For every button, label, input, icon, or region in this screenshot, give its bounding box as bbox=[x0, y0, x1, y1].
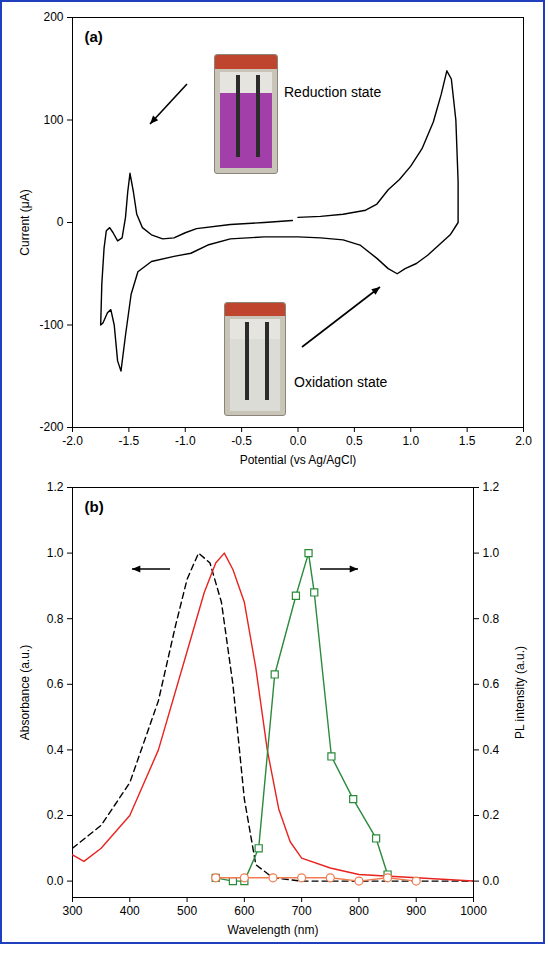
svg-text:400: 400 bbox=[120, 904, 140, 918]
svg-text:Potential (vs Ag/AgCl): Potential (vs Ag/AgCl) bbox=[240, 453, 357, 467]
svg-text:(a): (a) bbox=[85, 28, 103, 45]
svg-text:100: 100 bbox=[43, 113, 63, 127]
svg-text:0.6: 0.6 bbox=[483, 677, 500, 691]
svg-text:PL intensity (a.u.): PL intensity (a.u.) bbox=[513, 646, 527, 739]
svg-text:0.2: 0.2 bbox=[47, 808, 64, 822]
svg-text:0.4: 0.4 bbox=[47, 743, 64, 757]
svg-text:Wavelength (nm): Wavelength (nm) bbox=[228, 923, 319, 937]
svg-text:0.4: 0.4 bbox=[483, 743, 500, 757]
svg-text:Current (μA): Current (μA) bbox=[18, 189, 32, 255]
svg-text:Absorbance (a.u.): Absorbance (a.u.) bbox=[18, 645, 32, 740]
svg-text:-100: -100 bbox=[39, 318, 63, 332]
svg-text:900: 900 bbox=[406, 904, 426, 918]
svg-text:1000: 1000 bbox=[460, 904, 487, 918]
svg-text:0.2: 0.2 bbox=[483, 808, 500, 822]
svg-text:600: 600 bbox=[234, 904, 254, 918]
html-text:Oxidation state: Oxidation state bbox=[294, 374, 388, 390]
svg-text:0.5: 0.5 bbox=[346, 434, 363, 448]
svg-text:-200: -200 bbox=[39, 420, 63, 434]
svg-text:1.0: 1.0 bbox=[402, 434, 419, 448]
svg-text:300: 300 bbox=[62, 904, 82, 918]
svg-text:-2.0: -2.0 bbox=[62, 434, 83, 448]
svg-text:0.8: 0.8 bbox=[47, 612, 64, 626]
svg-text:1.5: 1.5 bbox=[459, 434, 476, 448]
svg-text:-0.5: -0.5 bbox=[231, 434, 252, 448]
svg-text:0.8: 0.8 bbox=[483, 612, 500, 626]
svg-text:0.6: 0.6 bbox=[47, 677, 64, 691]
svg-text:700: 700 bbox=[292, 904, 312, 918]
svg-text:1.2: 1.2 bbox=[47, 480, 64, 494]
svg-text:0.0: 0.0 bbox=[290, 434, 307, 448]
svg-text:1.0: 1.0 bbox=[47, 546, 64, 560]
svg-text:1.0: 1.0 bbox=[483, 546, 500, 560]
svg-text:500: 500 bbox=[177, 904, 197, 918]
svg-text:-1.5: -1.5 bbox=[119, 434, 140, 448]
html-text:Reduction state: Reduction state bbox=[284, 84, 382, 100]
svg-text:0.0: 0.0 bbox=[483, 874, 500, 888]
svg-text:200: 200 bbox=[43, 10, 63, 24]
svg-text:800: 800 bbox=[349, 904, 369, 918]
svg-text:0: 0 bbox=[57, 215, 64, 229]
svg-text:-1.0: -1.0 bbox=[175, 434, 196, 448]
svg-text:2.0: 2.0 bbox=[515, 434, 532, 448]
svg-text:(b): (b) bbox=[85, 498, 104, 515]
svg-text:1.2: 1.2 bbox=[483, 480, 500, 494]
svg-text:0.0: 0.0 bbox=[47, 874, 64, 888]
